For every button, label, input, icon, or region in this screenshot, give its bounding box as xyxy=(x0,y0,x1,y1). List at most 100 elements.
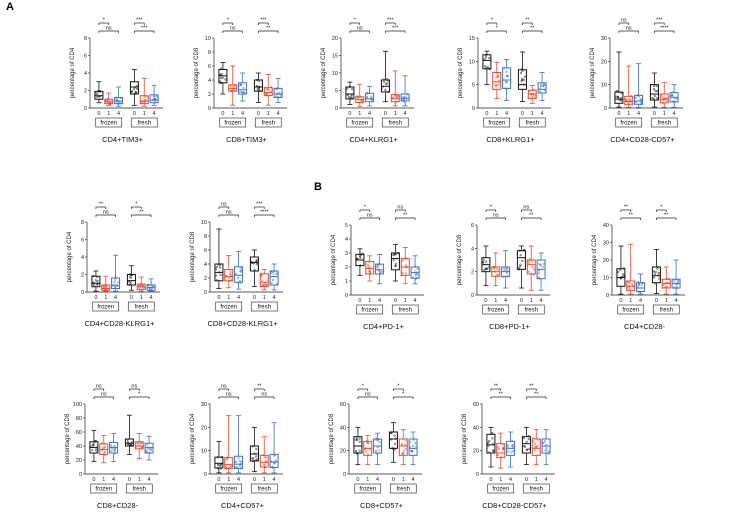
y-tick-label: 20 xyxy=(76,458,82,464)
x-tick-label: 4 xyxy=(241,111,244,117)
chart-title: CD4+CD57+ xyxy=(221,501,265,510)
y-tick-label: 0 xyxy=(604,106,607,112)
data-point xyxy=(220,67,223,70)
data-point xyxy=(523,444,526,448)
data-point xyxy=(376,439,380,442)
x-tick-label: 1 xyxy=(663,111,666,117)
sig-label: ** xyxy=(403,213,408,219)
data-point xyxy=(150,284,154,287)
y-tick-label: 2 xyxy=(208,92,211,98)
data-point xyxy=(251,445,254,448)
x-tick-label: 0 xyxy=(253,477,256,483)
data-point xyxy=(101,449,104,452)
box xyxy=(375,263,385,275)
data-point xyxy=(279,94,282,97)
group-box xyxy=(381,117,409,128)
data-point xyxy=(377,449,380,452)
box-chart: 0 5 10 15 20 percentage of CD4 0 1 4 0 1 4 *ns *** ***… xyxy=(321,18,414,144)
data-point xyxy=(539,264,542,267)
data-point xyxy=(90,445,93,448)
data-point xyxy=(655,97,659,100)
data-point xyxy=(662,96,665,99)
data-point xyxy=(224,78,227,81)
data-point xyxy=(637,95,641,98)
data-point xyxy=(255,258,258,261)
data-point xyxy=(113,445,116,448)
data-point xyxy=(386,82,389,85)
data-point xyxy=(393,253,396,256)
box xyxy=(263,87,273,96)
x-tick-label: 4 xyxy=(368,111,371,117)
data-point xyxy=(366,97,369,100)
data-point xyxy=(274,461,277,464)
data-point xyxy=(671,100,675,103)
y-tick-label: 20 xyxy=(332,36,338,42)
y-tick-label: 5 xyxy=(335,89,338,95)
data-point xyxy=(133,92,136,95)
chart-title: CD4+CD28- xyxy=(624,322,666,331)
x-tick-label: 0 xyxy=(525,477,528,483)
data-point xyxy=(660,93,663,96)
data-point xyxy=(364,447,367,450)
sig-label: ** xyxy=(529,213,534,219)
data-point xyxy=(259,89,262,92)
data-point xyxy=(619,277,622,280)
data-point xyxy=(628,282,631,285)
y-tick-label: 6 xyxy=(471,223,474,229)
x-tick-label: 4 xyxy=(637,111,640,117)
y-axis-label: percentage of CD4 xyxy=(331,234,337,285)
data-point xyxy=(393,93,396,96)
data-point xyxy=(496,75,499,78)
x-tick-label: 1 xyxy=(138,477,141,483)
data-point xyxy=(216,279,219,282)
data-point xyxy=(274,87,277,90)
sig-label: ** xyxy=(530,26,535,32)
data-point xyxy=(377,269,380,272)
sig-label: * xyxy=(402,392,405,398)
data-point xyxy=(541,265,544,268)
chart-title: CD4+KLRG1+ xyxy=(349,135,398,144)
data-point xyxy=(234,272,237,275)
data-point xyxy=(662,283,665,286)
y-tick-label: 3 xyxy=(345,251,348,257)
data-point xyxy=(414,445,417,448)
y-tick-label: 10 xyxy=(601,83,607,89)
sig-label: ** xyxy=(499,392,504,398)
y-axis-label: percentage of CD4 xyxy=(70,47,76,98)
data-point xyxy=(355,452,358,455)
data-point xyxy=(384,88,387,92)
data-point xyxy=(105,99,108,102)
data-point xyxy=(239,83,242,86)
data-point xyxy=(483,268,486,271)
y-tick-label: 40 xyxy=(473,425,479,431)
data-point xyxy=(620,92,623,95)
data-point xyxy=(359,264,362,267)
data-point xyxy=(664,97,667,100)
data-point xyxy=(628,289,631,292)
data-point xyxy=(653,88,656,91)
data-point xyxy=(274,459,277,462)
sig-label: ns xyxy=(357,26,363,32)
x-tick-label: 4 xyxy=(404,111,407,117)
data-point xyxy=(219,273,222,276)
data-point xyxy=(630,100,633,103)
group-box xyxy=(92,301,120,312)
data-point xyxy=(256,458,259,461)
x-tick-label: 1 xyxy=(530,298,533,304)
box xyxy=(521,436,531,454)
sig-label: ** xyxy=(99,202,104,208)
sig-label: ** xyxy=(266,26,271,32)
data-point xyxy=(137,441,140,444)
data-point xyxy=(665,99,668,102)
data-point xyxy=(351,88,354,91)
data-point xyxy=(251,460,255,463)
sig-label: ** xyxy=(257,384,262,390)
data-point xyxy=(271,466,274,469)
data-point xyxy=(99,90,102,93)
data-point xyxy=(485,267,488,270)
data-point xyxy=(488,440,491,443)
sig-label: ns xyxy=(397,205,403,211)
x-tick-label: 1 xyxy=(231,111,234,117)
data-point xyxy=(263,282,267,285)
